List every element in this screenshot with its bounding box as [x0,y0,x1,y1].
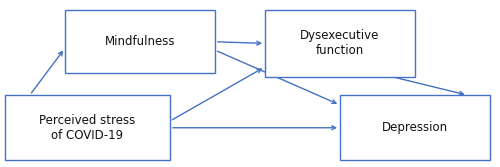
FancyBboxPatch shape [65,10,215,73]
FancyBboxPatch shape [340,95,490,160]
Text: Mindfulness: Mindfulness [105,35,176,48]
Text: Depression: Depression [382,121,448,134]
Text: Dysexecutive
function: Dysexecutive function [300,29,380,57]
Text: Perceived stress
of COVID-19: Perceived stress of COVID-19 [40,114,136,142]
FancyBboxPatch shape [265,10,415,77]
FancyBboxPatch shape [5,95,170,160]
